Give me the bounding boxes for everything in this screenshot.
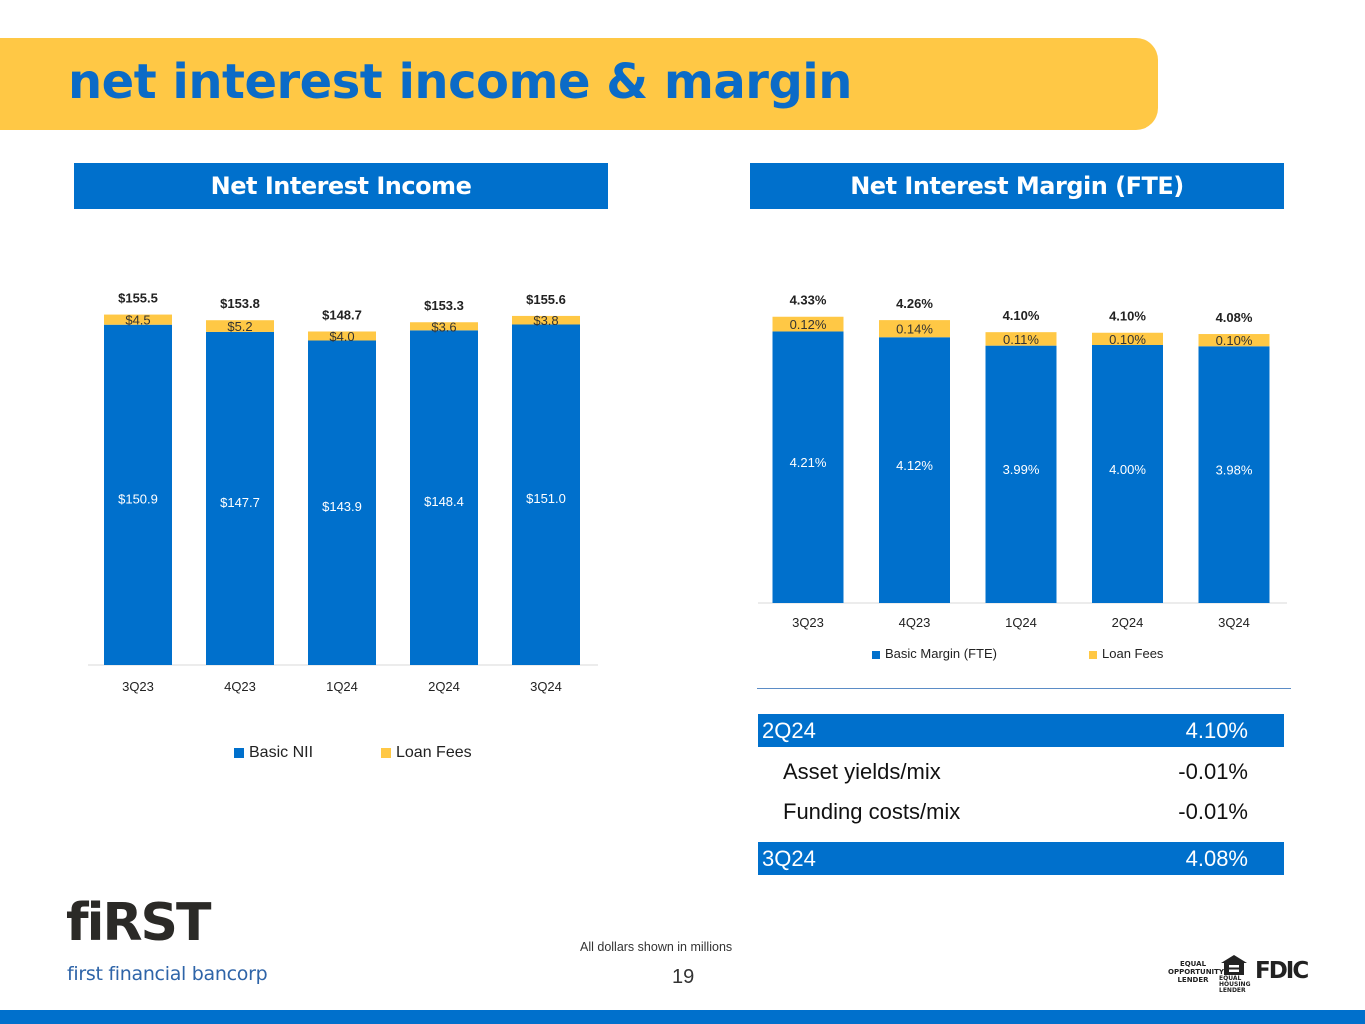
data-label: $4.0 — [329, 329, 354, 344]
bridge-start-label: 2Q24 — [762, 718, 816, 743]
bar-segment-loan-fees — [985, 332, 1057, 346]
bridge-end-row: 3Q24 4.08% — [758, 842, 1284, 875]
x-tick-label: 3Q24 — [530, 679, 562, 694]
bar-segment-loan-fees — [206, 320, 274, 332]
bridge-item-value: -0.01% — [1178, 759, 1248, 784]
x-tick-label: 4Q23 — [899, 615, 931, 630]
total-label: $155.6 — [526, 292, 566, 307]
bridge-start-value: 4.10% — [1185, 718, 1248, 743]
data-label: $150.9 — [118, 491, 158, 506]
data-label: $147.7 — [220, 495, 260, 510]
legend-swatch — [234, 748, 244, 758]
bridge-item-row: Funding costs/mix -0.01% — [758, 795, 1284, 828]
total-label: 4.26% — [896, 296, 933, 311]
footer-bar — [0, 1010, 1365, 1024]
bar-segment-loan-fees — [1198, 334, 1270, 347]
total-label: 4.33% — [790, 293, 827, 308]
x-tick-label: 2Q24 — [1112, 615, 1144, 630]
equal-opportunity-lender-badge: EQUAL OPPORTUNITY LENDER — [1168, 960, 1225, 984]
bar-segment-basic-nii — [308, 340, 376, 665]
bar-segment-basic-margin-fte — [1092, 345, 1163, 603]
data-label: 0.14% — [896, 322, 933, 337]
x-tick-label: 3Q23 — [792, 615, 824, 630]
bar-segment-basic-margin-fte — [1198, 346, 1270, 603]
legend-label: Loan Fees — [396, 744, 472, 761]
bar-segment-basic-nii — [512, 324, 580, 665]
bar-segment-basic-margin-fte — [985, 345, 1057, 603]
legend-label: Loan Fees — [1102, 646, 1164, 661]
data-label: $148.4 — [424, 494, 464, 509]
x-tick-label: 3Q24 — [1218, 615, 1250, 630]
bar-segment-loan-fees — [772, 316, 844, 332]
bar-segment-loan-fees — [512, 315, 580, 325]
bridge-item-label: Asset yields/mix — [783, 759, 941, 784]
data-label: $3.6 — [431, 319, 456, 334]
legend-swatch — [1089, 651, 1097, 659]
x-tick-label: 1Q24 — [1005, 615, 1037, 630]
equal-housing-icon — [1221, 955, 1247, 975]
data-label: 0.12% — [790, 317, 827, 332]
data-label: 4.00% — [1109, 462, 1146, 477]
footnote: All dollars shown in millions — [580, 940, 733, 954]
bar-segment-basic-nii — [206, 331, 274, 665]
fdic-badge: FDIC — [1255, 958, 1309, 984]
bar-segment-loan-fees — [104, 314, 172, 325]
x-tick-label: 4Q23 — [224, 679, 256, 694]
data-label: 4.12% — [896, 458, 933, 473]
total-label: 4.08% — [1216, 310, 1253, 325]
bar-segment-loan-fees — [410, 322, 478, 331]
bar-segment-basic-nii — [410, 330, 478, 665]
legend-swatch — [381, 748, 391, 758]
bridge-item-label: Funding costs/mix — [783, 799, 961, 824]
data-label: $4.5 — [125, 313, 150, 328]
data-label: 0.11% — [1003, 332, 1039, 347]
bar-segment-basic-nii — [104, 324, 172, 665]
legend-label: Basic Margin (FTE) — [885, 646, 997, 661]
bridge-start-row: 2Q24 4.10% — [758, 714, 1284, 747]
legend-label: Basic NII — [249, 744, 313, 761]
data-label: 3.98% — [1216, 463, 1253, 478]
total-label: 4.10% — [1109, 309, 1146, 324]
data-label: $5.2 — [227, 319, 252, 334]
legend-swatch — [872, 651, 880, 659]
data-label: 3.99% — [1003, 462, 1040, 477]
nim-chart-title: Net Interest Margin (FTE) — [850, 172, 1184, 200]
company-logo: fiRST — [66, 893, 211, 953]
nim-chart-header: Net Interest Margin (FTE) — [750, 163, 1284, 209]
bar-segment-loan-fees — [879, 320, 950, 338]
bridge-item-row: Asset yields/mix -0.01% — [758, 755, 1284, 788]
title-banner — [0, 38, 1158, 130]
divider-line — [757, 688, 1291, 689]
x-tick-label: 1Q24 — [326, 679, 358, 694]
bar-segment-basic-margin-fte — [772, 331, 844, 603]
data-label: 4.21% — [790, 455, 827, 470]
bridge-end-value: 4.08% — [1185, 846, 1248, 871]
data-label: 0.10% — [1216, 333, 1253, 348]
bar-segment-basic-margin-fte — [879, 337, 950, 603]
x-tick-label: 3Q23 — [122, 679, 154, 694]
total-label: $153.8 — [220, 296, 260, 311]
bar-segment-loan-fees — [1092, 332, 1163, 345]
bridge-item-value: -0.01% — [1178, 799, 1248, 824]
data-label: $3.8 — [533, 313, 558, 328]
nii-chart-header: Net Interest Income — [74, 163, 608, 209]
total-label: $153.3 — [424, 298, 464, 313]
total-label: $148.7 — [322, 307, 362, 322]
data-label: $143.9 — [322, 499, 362, 514]
page-number: 19 — [672, 966, 695, 988]
nii-chart-title: Net Interest Income — [210, 172, 472, 200]
total-label: $155.5 — [118, 291, 158, 306]
x-tick-label: 2Q24 — [428, 679, 460, 694]
data-label: $151.0 — [526, 491, 566, 506]
company-name: first financial bancorp — [67, 963, 268, 985]
bridge-end-label: 3Q24 — [762, 846, 816, 871]
bar-segment-loan-fees — [308, 331, 376, 341]
page-title: net interest income & margin — [68, 54, 852, 110]
equal-housing-lender-badge: EQUAL HOUSING LENDER — [1219, 975, 1251, 994]
data-label: 0.10% — [1109, 332, 1146, 347]
total-label: 4.10% — [1003, 308, 1040, 323]
